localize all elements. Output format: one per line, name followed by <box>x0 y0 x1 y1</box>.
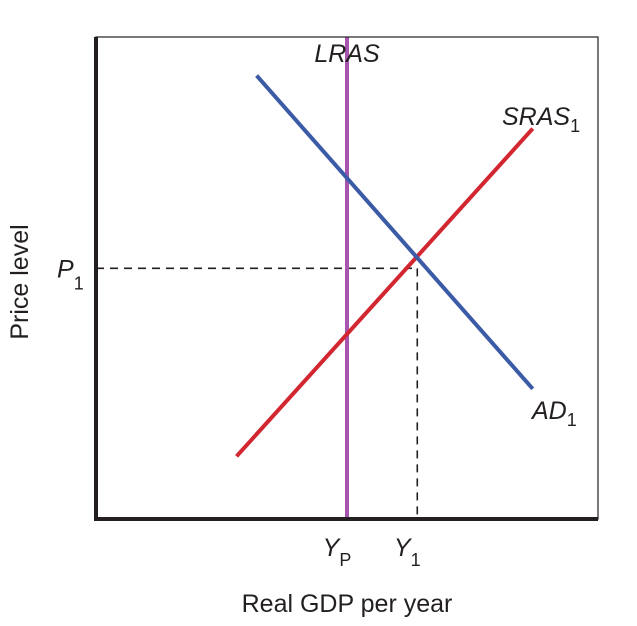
x-tick-label-1-main: Y <box>394 534 413 562</box>
series-label-sras-subscript: 1 <box>570 116 580 136</box>
y-axis-title: Price level <box>6 224 34 339</box>
guide-lines <box>96 267 419 519</box>
series-label-sras: SRAS1 <box>502 103 580 136</box>
series-lines <box>235 37 535 519</box>
series-label-ad-subscript: 1 <box>567 410 577 430</box>
y-tick-label-0-main: P <box>57 255 74 283</box>
series-line-ad <box>255 74 535 391</box>
series-line-sras <box>235 127 535 458</box>
x-tick-label-0-main: Y <box>323 534 342 562</box>
series-label-sras-main: SRAS <box>502 103 570 131</box>
axes <box>94 36 599 521</box>
series-label-ad-main: AD <box>530 397 567 425</box>
series-label-lras: LRAS <box>314 40 380 68</box>
x-axis-title: Real GDP per year <box>242 590 453 618</box>
x-tick-label-1: Y1 <box>394 534 421 570</box>
y-tick-label-0-subscript: 1 <box>74 273 84 293</box>
series-label-ad: AD1 <box>530 397 577 430</box>
x-tick-label-1-subscript: 1 <box>411 550 421 570</box>
series-label-lras-main: LRAS <box>314 40 380 68</box>
x-tick-label-0: YP <box>323 534 352 570</box>
y-tick-label-0: P1 <box>57 255 84 293</box>
x-tick-label-0-subscript: P <box>339 550 351 570</box>
